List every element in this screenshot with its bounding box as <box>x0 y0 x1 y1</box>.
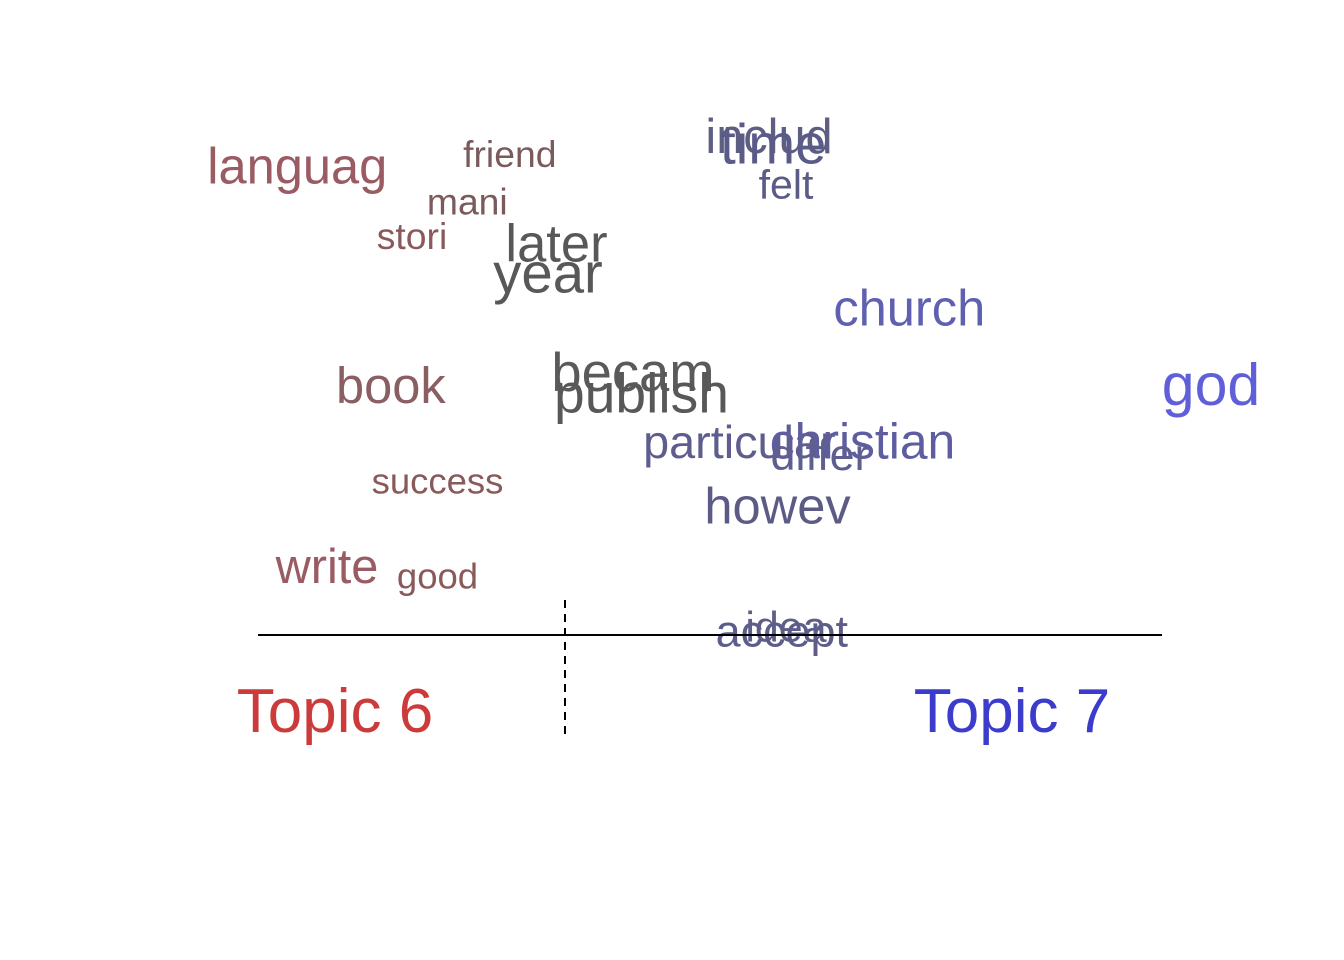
word-differ: differ <box>771 429 870 480</box>
word-felt: felt <box>759 161 814 207</box>
word-time: time <box>720 113 826 176</box>
topic-right-label: Topic 7 <box>914 677 1110 746</box>
word-particular: particular <box>643 416 835 468</box>
word-christian: christian <box>770 414 955 470</box>
word-church: church <box>833 279 985 336</box>
word-good: good <box>397 555 478 596</box>
word-mani: mani <box>427 180 508 222</box>
word-success: success <box>372 461 504 502</box>
word-accept: accept <box>716 605 849 656</box>
word-year: year <box>493 242 603 305</box>
word-later: later <box>505 214 607 273</box>
word-howev: howev <box>704 477 851 534</box>
word-god: god <box>1162 352 1260 418</box>
word-publish: publish <box>554 363 729 425</box>
word-friend: friend <box>463 133 556 175</box>
topic-left-label: Topic 6 <box>237 677 433 746</box>
word-becam: becam <box>551 342 714 403</box>
word-stori: stori <box>377 215 447 257</box>
word-idea: idea <box>745 604 826 652</box>
word-book: book <box>336 357 446 414</box>
word-write: write <box>275 540 379 594</box>
word-includ: includ <box>705 110 832 164</box>
word-languag: languag <box>207 138 387 195</box>
